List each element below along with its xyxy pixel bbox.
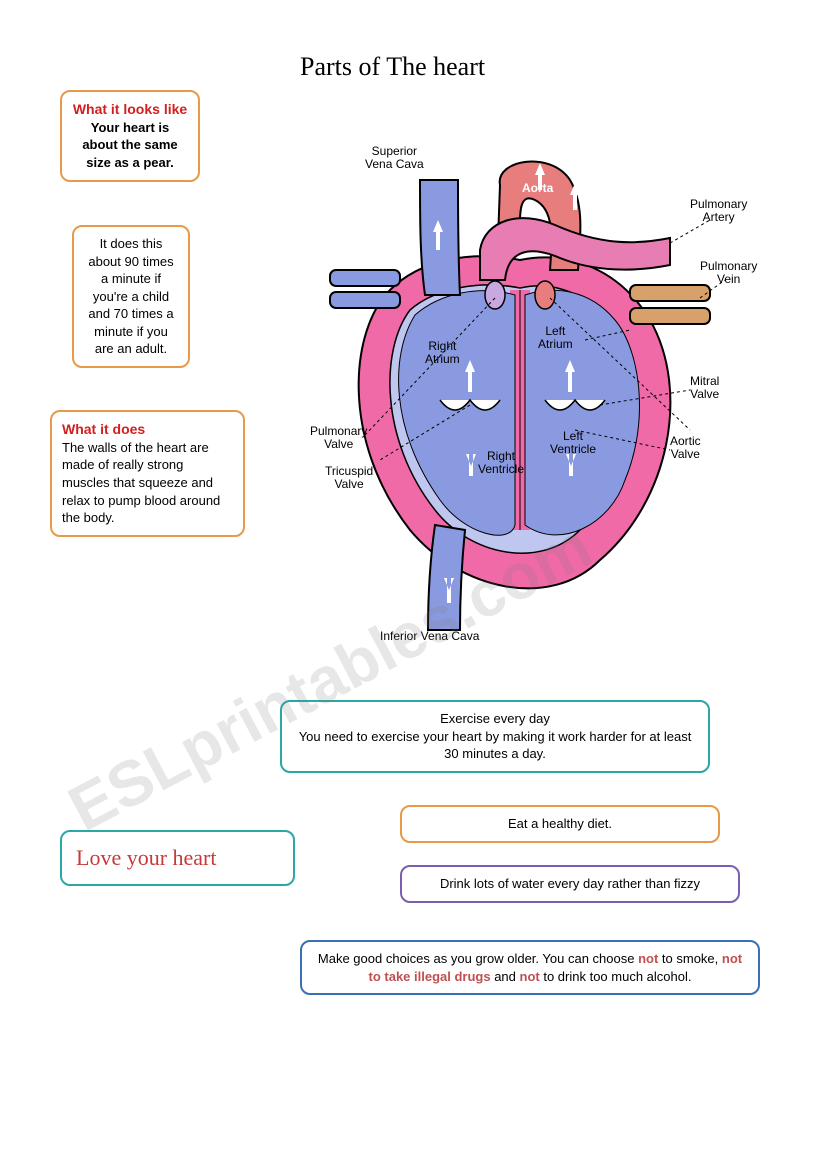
label-pulm-valve: PulmonaryValve	[310, 425, 367, 451]
label-pulm-vein: PulmonaryVein	[700, 260, 757, 286]
does-heading: What it does	[62, 420, 233, 439]
label-left-ventricle: LeftVentricle	[550, 430, 596, 456]
love-text: Love your heart	[76, 843, 217, 873]
label-mitral: MitralValve	[690, 375, 719, 401]
box-does: What it does The walls of the heart are …	[50, 410, 245, 537]
exercise-heading: Exercise every day	[292, 710, 698, 728]
label-right-ventricle: RightVentricle	[478, 450, 524, 476]
diet-body: Eat a healthy diet.	[412, 815, 708, 833]
box-looks-like: What it looks like Your heart is about t…	[60, 90, 200, 182]
box-choices: Make good choices as you grow older. You…	[300, 940, 760, 995]
heart-diagram: SuperiorVena Cava Aorta PulmonaryArtery …	[270, 130, 750, 650]
choices-suffix: to drink too much alcohol.	[540, 969, 692, 984]
choices-mid2: and	[491, 969, 520, 984]
label-left-atrium: LeftAtrium	[538, 325, 573, 351]
box-diet: Eat a healthy diet.	[400, 805, 720, 843]
label-aorta: Aorta	[522, 182, 553, 195]
water-body: Drink lots of water every day rather tha…	[412, 875, 728, 893]
box-water: Drink lots of water every day rather tha…	[400, 865, 740, 903]
exercise-body: You need to exercise your heart by makin…	[292, 728, 698, 763]
choices-not3: not	[520, 969, 540, 984]
does-body: The walls of the heart are made of reall…	[62, 439, 233, 527]
choices-mid1: to smoke,	[658, 951, 722, 966]
choices-not1: not	[638, 951, 658, 966]
label-aortic: AorticValve	[670, 435, 701, 461]
page-title: Parts of The heart	[300, 52, 485, 82]
label-ivc: Inferior Vena Cava	[380, 630, 479, 643]
box-exercise: Exercise every day You need to exercise …	[280, 700, 710, 773]
choices-prefix: Make good choices as you grow older. You…	[318, 951, 638, 966]
looks-like-heading: What it looks like	[72, 100, 188, 119]
label-svc: SuperiorVena Cava	[365, 145, 424, 171]
label-pulm-artery: PulmonaryArtery	[690, 198, 747, 224]
rate-body: It does this about 90 times a minute if …	[84, 235, 178, 358]
label-tricuspid: TricuspidValve	[325, 465, 373, 491]
label-right-atrium: RightAtrium	[425, 340, 460, 366]
box-love: Love your heart	[60, 830, 295, 886]
looks-like-body: Your heart is about the same size as a p…	[72, 119, 188, 172]
box-rate: It does this about 90 times a minute if …	[72, 225, 190, 368]
